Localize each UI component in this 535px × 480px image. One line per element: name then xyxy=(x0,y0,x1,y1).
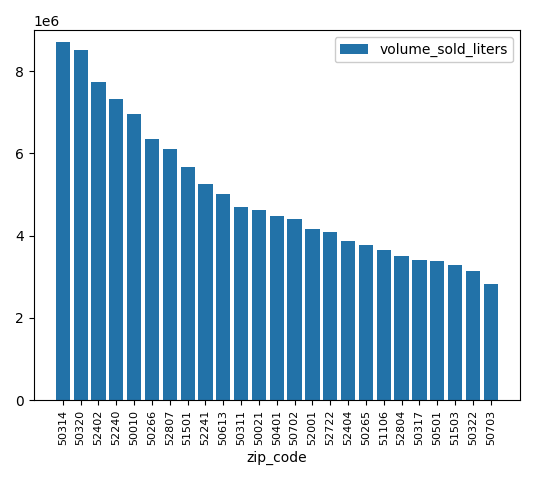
Bar xyxy=(252,210,266,400)
Bar xyxy=(56,43,70,400)
Bar xyxy=(448,265,462,400)
Bar xyxy=(73,50,88,400)
Bar xyxy=(430,261,445,400)
Bar xyxy=(109,99,124,400)
Bar xyxy=(270,216,284,400)
Bar xyxy=(377,250,391,400)
Bar xyxy=(466,271,480,400)
Bar xyxy=(287,219,302,400)
Bar xyxy=(305,228,319,400)
Bar xyxy=(145,139,159,400)
Legend: volume_sold_liters: volume_sold_liters xyxy=(335,37,513,62)
Bar xyxy=(163,149,177,400)
Bar xyxy=(359,245,373,400)
Bar xyxy=(127,114,141,400)
X-axis label: zip_code: zip_code xyxy=(247,451,307,465)
Bar xyxy=(180,167,195,400)
Bar xyxy=(91,82,105,400)
Bar xyxy=(216,194,231,400)
Bar xyxy=(323,232,338,400)
Bar xyxy=(198,184,212,400)
Bar xyxy=(234,207,248,400)
Bar xyxy=(484,284,498,400)
Bar xyxy=(394,256,409,400)
Bar xyxy=(341,240,355,400)
Bar xyxy=(412,260,426,400)
